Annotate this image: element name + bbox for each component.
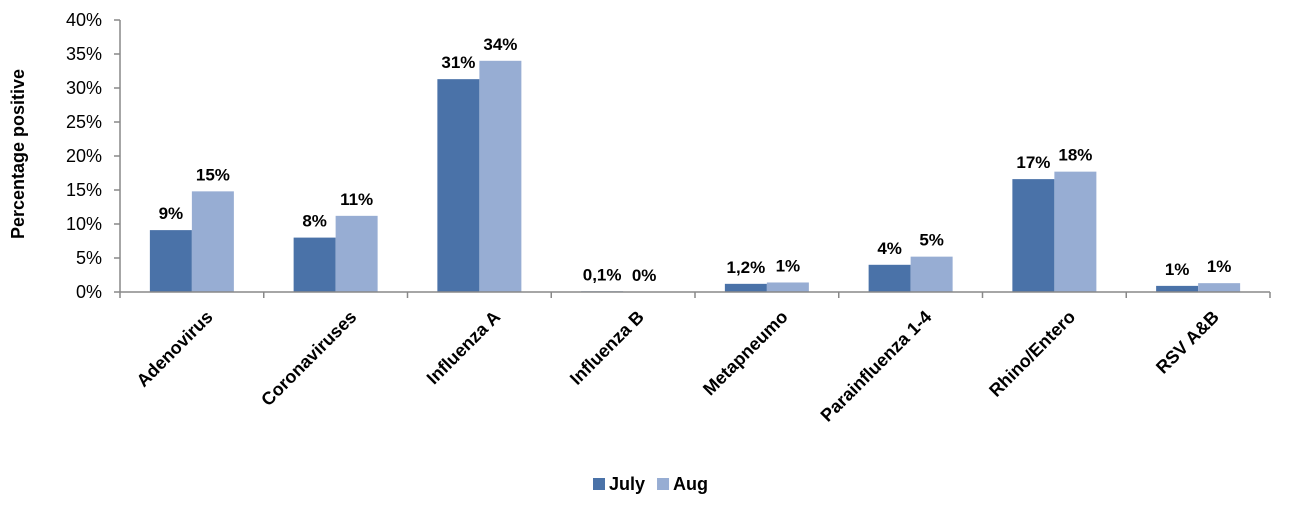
data-label-aug: 15% (196, 165, 230, 184)
bar-aug (766, 282, 809, 292)
bar-aug (1198, 283, 1241, 292)
legend-swatch-aug (657, 478, 670, 490)
legend: July Aug (593, 474, 708, 494)
legend-swatch-july (593, 478, 605, 490)
data-label-aug: 34% (483, 35, 517, 54)
bar-july (149, 230, 192, 292)
bar-aug (910, 256, 953, 292)
bar-july (1156, 285, 1199, 292)
y-tick-label: 5% (76, 248, 102, 268)
bar-aug (479, 60, 522, 292)
y-tick-label: 0% (76, 282, 102, 302)
data-label-aug: 0% (632, 266, 657, 285)
data-label-july: 8% (302, 212, 327, 231)
y-axis-ticks: 0% 5% 10% 15% 20% 25% 30% 35% 40% (66, 10, 120, 302)
category-label: Metapneumo (699, 307, 792, 400)
category-label: Influenza B (566, 307, 648, 389)
category-label: Parainfluenza 1-4 (817, 307, 936, 426)
category-label: RSV A&B (1152, 307, 1223, 378)
y-tick-label: 35% (66, 44, 102, 64)
y-tick-label: 25% (66, 112, 102, 132)
legend-label-july: July (609, 474, 645, 494)
data-label-july: 1% (1165, 260, 1190, 279)
bar-july (293, 237, 336, 292)
bar-aug (191, 191, 234, 292)
data-label-july: 0,1% (583, 265, 622, 284)
y-tick-label: 20% (66, 146, 102, 166)
y-axis-label: Percentage positive (8, 69, 28, 239)
legend-label-aug: Aug (673, 474, 708, 494)
data-label-july: 1,2% (727, 258, 766, 277)
y-tick-label: 40% (66, 10, 102, 30)
data-labels: 9% 15% 8% 11% 31% 34% 0,1% 0% 1,2% 1% 4% 5% 17% 18% 1%… (159, 35, 1232, 285)
bars (149, 60, 1241, 292)
bar-july (1012, 179, 1055, 292)
data-label-july: 4% (877, 239, 902, 258)
data-label-july: 9% (159, 204, 184, 223)
bar-july (437, 79, 480, 292)
data-label-aug: 11% (340, 190, 373, 209)
data-label-aug: 1% (776, 256, 801, 275)
category-label: Adenovirus (133, 307, 217, 391)
bar-aug (1054, 171, 1097, 292)
y-tick-label: 10% (66, 214, 102, 234)
data-label-aug: 5% (919, 231, 944, 250)
data-label-july: 17% (1016, 153, 1050, 172)
bar-july (724, 283, 767, 292)
data-label-aug: 18% (1058, 146, 1092, 165)
axes (119, 20, 1271, 298)
category-labels: Adenovirus Coronaviruses Influenza A Influe… (133, 307, 1223, 426)
bar-july (868, 264, 911, 292)
category-label: Coronaviruses (257, 307, 360, 410)
y-tick-label: 30% (66, 78, 102, 98)
y-tick-label: 15% (66, 180, 102, 200)
category-label: Influenza A (423, 307, 505, 389)
data-label-aug: 1% (1207, 257, 1232, 276)
category-label: Rhino/Entero (985, 307, 1079, 401)
data-label-july: 31% (441, 53, 475, 72)
bar-aug (335, 215, 378, 292)
